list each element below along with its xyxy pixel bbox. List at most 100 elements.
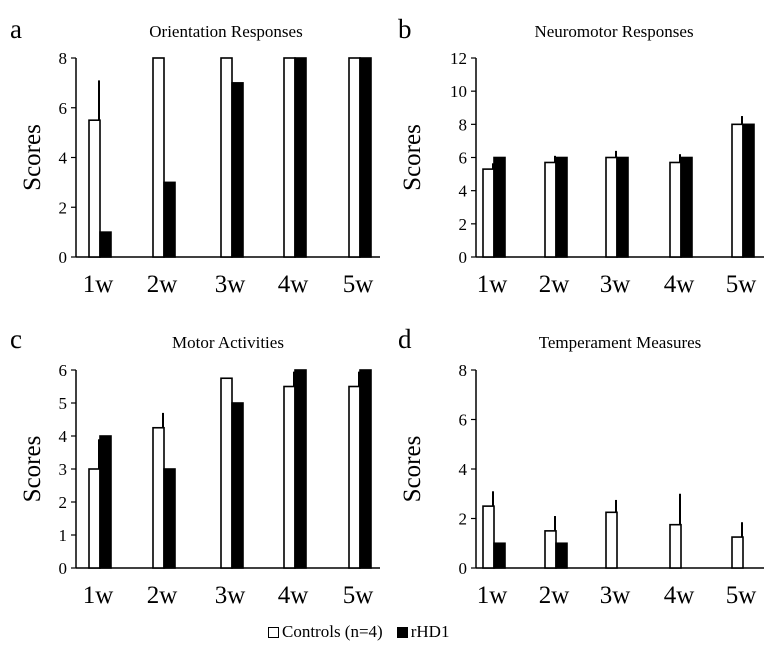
bar-controls — [544, 161, 557, 258]
x-tick-label: 5w — [726, 271, 757, 298]
bar-rhd1 — [493, 156, 506, 258]
panel-b: b Neuromotor Responses Scores 0 2 4 6 8 10 12 1w 2w… — [398, 14, 764, 298]
y-tick-label: 1 — [59, 526, 68, 545]
panel-title: Neuromotor Responses — [534, 22, 693, 41]
x-tick-label: 3w — [215, 271, 246, 298]
panel-title: Motor Activities — [172, 333, 284, 352]
legend: Controls (n=4) rHD1 — [268, 622, 463, 642]
y-tick-label: 6 — [59, 99, 68, 118]
bar-controls — [731, 536, 744, 569]
y-axis-label: Scores — [399, 124, 426, 191]
x-tick-label: 3w — [600, 582, 631, 609]
y-tick-label: 0 — [59, 559, 68, 578]
y-tick-label: 2 — [459, 215, 468, 234]
x-tick-label: 4w — [664, 582, 695, 609]
y-tick-label: 0 — [459, 559, 468, 578]
y-axis-label: Scores — [19, 436, 46, 503]
bar-controls — [88, 468, 101, 569]
y-tick-label: 2 — [59, 493, 68, 512]
bar-rhd1 — [359, 57, 372, 258]
panel-letter: d — [398, 324, 412, 354]
y-tick-label: 5 — [59, 394, 68, 413]
legend-swatch-rhd1 — [396, 626, 408, 638]
legend-swatch-controls — [268, 626, 279, 638]
bar-rhd1 — [742, 123, 755, 258]
bar-controls — [605, 511, 618, 569]
x-tick-label: 5w — [343, 271, 374, 298]
x-tick-label: 1w — [83, 271, 114, 298]
bar-controls — [220, 57, 233, 258]
x-tick-label: 3w — [600, 271, 631, 298]
x-tick-label: 4w — [664, 271, 695, 298]
bar-rhd1 — [294, 57, 307, 258]
y-tick-label: 8 — [59, 49, 68, 68]
bar-controls — [283, 57, 296, 258]
y-tick-label: 10 — [450, 82, 467, 101]
bar-rhd1 — [231, 402, 244, 569]
x-tick-label: 1w — [477, 582, 508, 609]
bar-rhd1 — [616, 156, 629, 258]
y-tick-label: 4 — [59, 427, 68, 446]
y-tick-label: 6 — [59, 361, 68, 380]
bar-controls — [348, 57, 361, 258]
bar-rhd1 — [99, 435, 112, 569]
y-tick-label: 8 — [459, 361, 468, 380]
bar-rhd1 — [294, 369, 307, 569]
bar-rhd1 — [163, 468, 176, 569]
y-tick-label: 0 — [59, 248, 68, 267]
y-axis-label: Scores — [399, 436, 426, 503]
y-tick-label: 4 — [459, 182, 468, 201]
panel-d: d Temperament Measures Scores 0 2 4 6 8 1w 2w 3w 4w… — [398, 324, 764, 609]
panel-letter: b — [398, 14, 412, 44]
bar-controls — [544, 530, 557, 569]
x-tick-label: 5w — [726, 582, 757, 609]
y-axis-label: Scores — [19, 124, 46, 191]
panel-c: c Motor Activities Scores 0 1 2 3 4 5 6 1w 2w 3w 4w 5w — [10, 324, 380, 609]
x-tick-label: 4w — [278, 582, 309, 609]
bar-controls — [152, 57, 165, 258]
legend-item-controls: Controls (n=4) — [268, 622, 383, 642]
bar-rhd1 — [680, 156, 693, 258]
bar-rhd1 — [555, 156, 568, 258]
y-tick-label: 6 — [459, 411, 468, 430]
bar-controls — [605, 156, 618, 258]
bar-rhd1 — [555, 542, 568, 569]
bar-rhd1 — [359, 369, 372, 569]
legend-label-rhd1: rHD1 — [410, 622, 450, 641]
x-tick-label: 5w — [343, 582, 374, 609]
legend-label-controls: Controls (n=4) — [282, 622, 383, 641]
panel-title: Orientation Responses — [149, 22, 302, 41]
y-tick-label: 2 — [459, 510, 468, 529]
bar-controls — [220, 377, 233, 569]
x-tick-label: 3w — [215, 582, 246, 609]
x-tick-label: 1w — [83, 582, 114, 609]
y-tick-label: 3 — [59, 460, 68, 479]
bar-controls — [669, 161, 682, 258]
y-tick-label: 12 — [450, 49, 467, 68]
panel-a: a Orientation Responses Scores 0 2 4 6 8 1w 2w 3w 4… — [10, 14, 380, 298]
bar-controls — [283, 385, 296, 569]
y-tick-label: 6 — [459, 149, 468, 168]
bar-controls — [152, 426, 165, 569]
panel-title: Temperament Measures — [539, 333, 702, 352]
bar-rhd1 — [493, 542, 506, 569]
x-tick-label: 4w — [278, 271, 309, 298]
legend-item-rhd1: rHD1 — [396, 622, 450, 642]
x-tick-label: 2w — [539, 271, 570, 298]
bar-controls — [482, 168, 495, 258]
x-tick-label: 2w — [147, 271, 178, 298]
x-tick-label: 2w — [147, 582, 178, 609]
bar-controls — [482, 505, 495, 569]
bar-rhd1 — [231, 82, 244, 258]
y-tick-label: 2 — [59, 198, 68, 217]
bar-controls — [348, 385, 361, 569]
panel-letter: a — [10, 14, 22, 44]
bar-controls — [731, 123, 744, 258]
panel-letter: c — [10, 324, 22, 354]
x-tick-label: 2w — [539, 582, 570, 609]
y-tick-label: 0 — [459, 248, 468, 267]
x-tick-label: 1w — [477, 271, 508, 298]
y-tick-label: 4 — [59, 149, 68, 168]
y-tick-label: 4 — [459, 460, 468, 479]
